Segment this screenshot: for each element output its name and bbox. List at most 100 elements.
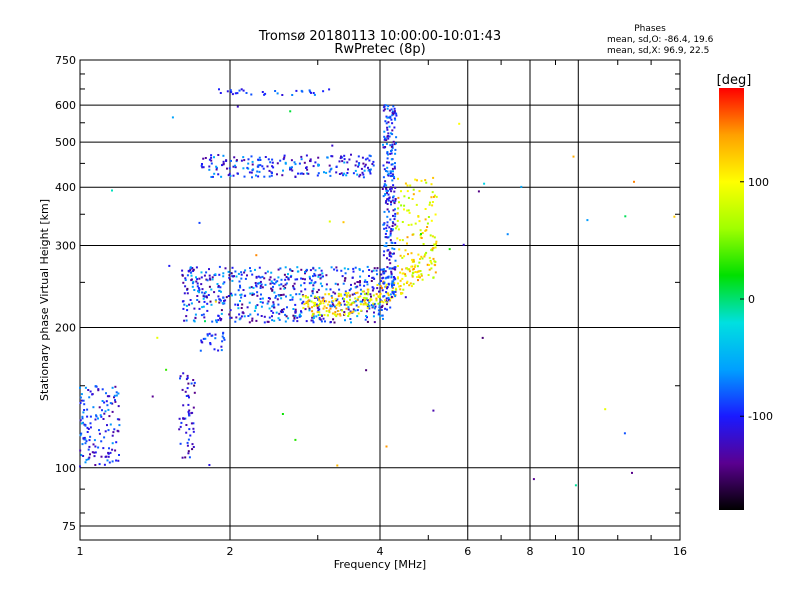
data-point (262, 167, 265, 170)
data-point (309, 269, 312, 272)
data-point (189, 299, 192, 301)
data-point (255, 174, 257, 177)
data-point (259, 297, 262, 300)
data-point (272, 166, 275, 169)
data-point (79, 434, 82, 437)
data-point (251, 273, 254, 276)
data-point (182, 307, 185, 310)
data-point (411, 258, 413, 261)
data-point (370, 295, 372, 298)
data-point (271, 319, 274, 322)
data-point (404, 273, 407, 276)
data-point (325, 307, 328, 309)
data-point (382, 282, 385, 285)
data-point (383, 146, 386, 149)
data-point (268, 175, 271, 178)
data-point (257, 282, 259, 285)
data-point (179, 375, 182, 378)
data-point (339, 303, 342, 306)
data-point (380, 309, 383, 311)
data-point (185, 319, 188, 322)
data-point (335, 171, 338, 174)
data-point (410, 285, 413, 288)
y-tick-label: 300 (55, 239, 76, 252)
data-point (268, 307, 271, 310)
data-point (409, 184, 412, 187)
data-point (294, 438, 297, 441)
data-point (310, 281, 313, 284)
data-point (348, 303, 351, 306)
data-point (396, 237, 399, 240)
data-point (210, 176, 213, 178)
data-point (185, 424, 188, 426)
data-point (94, 445, 97, 448)
data-point (256, 291, 259, 294)
data-point (369, 168, 372, 171)
data-point (370, 270, 373, 273)
data-point (230, 91, 233, 94)
data-point (328, 164, 331, 167)
data-point (300, 155, 303, 158)
data-point (416, 179, 418, 182)
data-point (406, 190, 409, 193)
data-point (239, 286, 242, 289)
colorbar-fill (719, 88, 744, 510)
data-point (349, 310, 352, 313)
data-point (397, 276, 399, 279)
data-point (377, 296, 380, 298)
data-point (337, 310, 340, 312)
data-point (319, 277, 322, 280)
data-point (334, 298, 337, 301)
data-point (117, 459, 120, 462)
data-point (248, 321, 251, 324)
stats-o: mean, sd,O: -86.4, 19.6 (607, 35, 714, 45)
data-point (93, 439, 96, 442)
data-point (230, 292, 233, 295)
data-point (317, 172, 320, 175)
data-point (205, 278, 208, 281)
data-point (317, 156, 320, 159)
data-point (318, 267, 321, 270)
data-point (328, 311, 331, 314)
data-point (481, 336, 484, 339)
data-point (413, 265, 416, 268)
data-point (392, 222, 395, 225)
data-point (360, 309, 363, 312)
data-point (420, 233, 422, 235)
data-point (391, 252, 394, 255)
data-point (386, 286, 389, 289)
data-point (316, 296, 319, 299)
data-point (401, 256, 404, 259)
data-point (393, 167, 396, 170)
data-point (383, 135, 386, 138)
data-point (411, 198, 414, 200)
data-point (394, 148, 397, 151)
data-point (237, 289, 240, 292)
data-point (315, 315, 318, 318)
data-point (208, 464, 211, 466)
data-point (225, 296, 228, 299)
data-point (335, 299, 338, 302)
data-point (246, 306, 249, 309)
data-point (344, 292, 347, 295)
data-point (247, 162, 250, 165)
data-point (386, 276, 389, 279)
data-point (363, 165, 366, 168)
data-point (388, 109, 391, 112)
data-point (417, 279, 419, 282)
data-point (370, 298, 373, 301)
data-point (338, 288, 341, 291)
data-point (224, 267, 227, 270)
data-point (328, 300, 331, 303)
data-point (367, 169, 370, 172)
data-point (341, 275, 344, 278)
data-point (300, 277, 303, 280)
data-point (364, 279, 367, 282)
data-point (386, 287, 388, 290)
data-point (221, 302, 224, 305)
data-point (103, 401, 106, 404)
data-point (355, 160, 358, 163)
data-point (428, 203, 431, 206)
data-point (225, 159, 228, 162)
data-point (198, 221, 201, 224)
